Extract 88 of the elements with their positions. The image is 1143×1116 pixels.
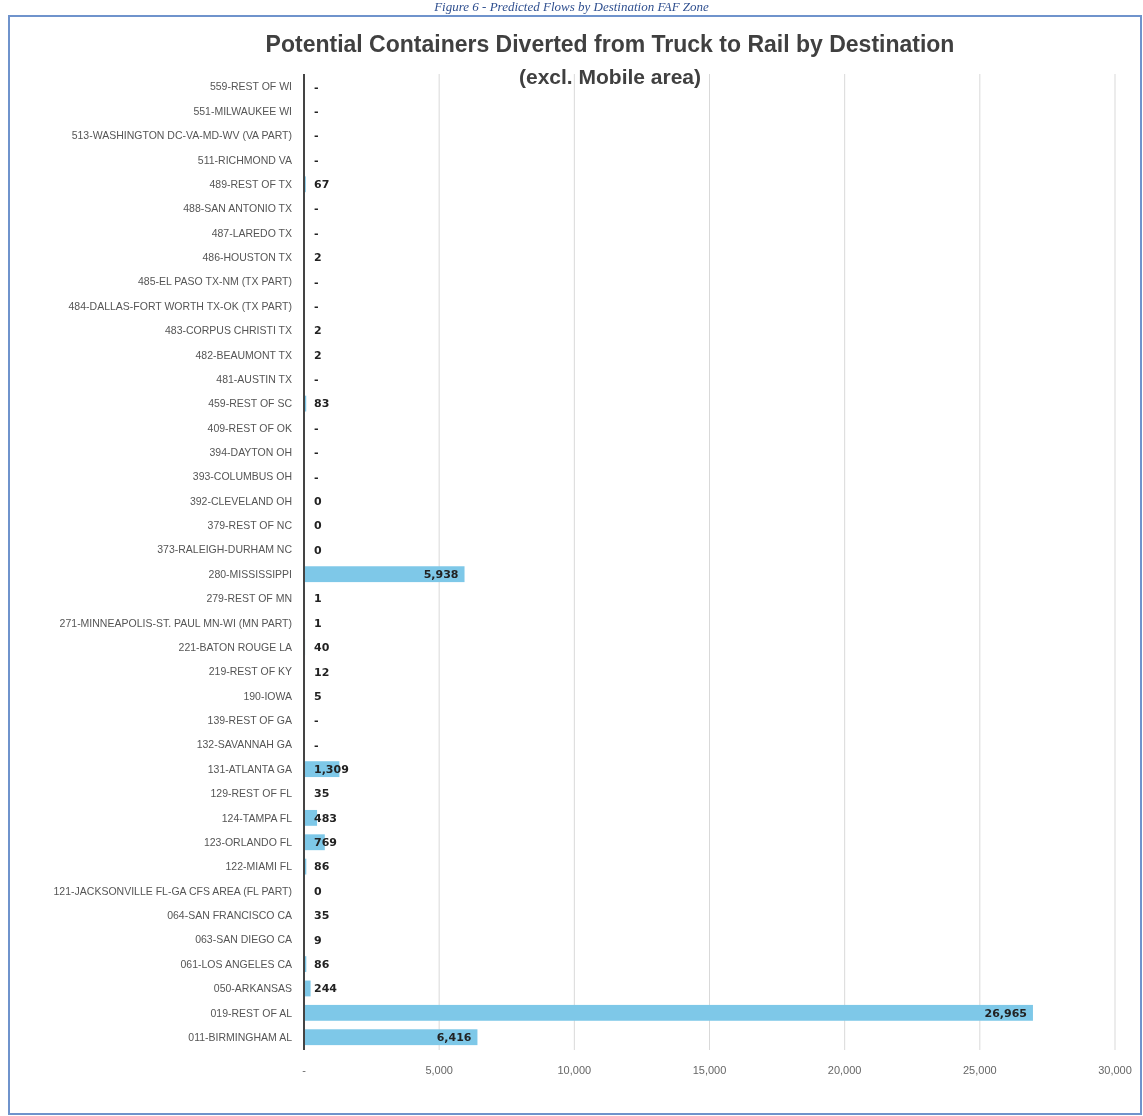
y-tick-label: 482-BEAUMONT TX (195, 348, 292, 361)
y-tick-label: 379-REST OF NC (207, 519, 293, 532)
y-tick-label: 064-SAN FRANCISCO CA (167, 909, 292, 922)
y-tick-label: 050-ARKANSAS (213, 982, 292, 995)
data-label: 83 (314, 397, 330, 411)
y-tick-label: 409-REST OF OK (207, 421, 292, 434)
data-label: 40 (314, 641, 330, 655)
caption: Figure 6 - Predicted Flows by Destination FAF Zone (433, 0, 710, 14)
x-tick-label: 10,000 (557, 1064, 592, 1076)
data-label: - (314, 80, 319, 94)
y-tick-label: 551-MILWAUKEE WI (193, 104, 292, 117)
data-label: - (314, 129, 319, 143)
data-label: 26,965 (984, 1006, 1027, 1020)
data-label: - (314, 299, 319, 313)
x-tick-label: - (302, 1064, 307, 1076)
data-label: 769 (314, 836, 337, 850)
data-label: - (314, 202, 319, 216)
data-label: - (314, 275, 319, 289)
data-label: 0 (314, 494, 322, 508)
x-tick-label: 20,000 (827, 1064, 862, 1076)
y-tick-label: 139-REST OF GA (207, 714, 292, 727)
y-tick-label: 122-MIAMI FL (225, 860, 293, 873)
data-label: 1 (314, 592, 322, 606)
data-label: 6,416 (436, 1031, 472, 1045)
data-label: - (314, 446, 319, 460)
data-label: - (314, 421, 319, 435)
data-label: - (314, 226, 319, 240)
data-label: 67 (314, 178, 330, 192)
data-label: 0 (314, 543, 322, 557)
y-tick-label: 271-MINNEAPOLIS-ST. PAUL MN-WI (MN PART) (59, 616, 292, 629)
data-label: 35 (314, 909, 330, 923)
y-tick-label: 484-DALLAS-FORT WORTH TX-OK (TX PART) (68, 299, 292, 312)
y-tick-label: 063-SAN DIEGO CA (195, 933, 292, 946)
y-tick-label: 011-BIRMINGHAM AL (188, 1030, 293, 1043)
y-tick-label: 373-RALEIGH-DURHAM NC (157, 543, 293, 556)
y-tick-label: 132-SAVANNAH GA (196, 738, 292, 751)
data-label: - (314, 738, 319, 752)
y-tick-label: 219-REST OF KY (208, 665, 292, 678)
y-tick-label: 121-JACKSONVILLE FL-GA CFS AREA (FL PART) (53, 884, 292, 897)
y-tick-label: 486-HOUSTON TX (202, 251, 292, 264)
y-tick-label: 131-ATLANTA GA (207, 762, 292, 775)
y-tick-label: 489-REST OF TX (209, 177, 292, 190)
data-label: - (314, 373, 319, 387)
y-tick-label: 392-CLEVELAND OH (189, 494, 292, 507)
x-tick-label: 25,000 (963, 1064, 997, 1076)
data-label: 2 (314, 251, 322, 265)
data-label: 86 (314, 957, 330, 971)
y-tick-label: 393-COLUMBUS OH (192, 470, 292, 483)
y-tick-label: 483-CORPUS CHRISTI TX (165, 324, 292, 337)
data-label: 244 (314, 982, 338, 996)
chart-title: Potential Containers Diverted from Truck to Rail by Destination (265, 31, 955, 57)
data-label: 35 (314, 787, 330, 801)
data-label: - (314, 470, 319, 484)
data-label: 12 (314, 665, 330, 679)
y-tick-label: 019-REST OF AL (210, 1006, 293, 1019)
y-tick-label: 481-AUSTIN TX (216, 372, 292, 385)
y-tick-label: 485-EL PASO TX-NM (TX PART) (137, 275, 292, 288)
y-tick-label: 459-REST OF SC (208, 397, 293, 410)
data-label: - (314, 105, 319, 119)
y-tick-label: 279-REST OF MN (206, 592, 292, 605)
y-tick-label: 124-TAMPA FL (221, 811, 293, 824)
chart-subtitle: (excl. Mobile area) (518, 65, 702, 88)
x-tick-label: 15,000 (692, 1064, 727, 1076)
y-tick-label: 559-REST OF WI (209, 80, 292, 93)
data-label: - (314, 153, 319, 167)
y-tick-label: 061-LOS ANGELES CA (180, 957, 292, 970)
data-label: 5,938 (423, 568, 459, 582)
data-label: 86 (314, 860, 330, 874)
y-tick-label: 123-ORLANDO FL (203, 835, 293, 848)
data-label: - (314, 714, 319, 728)
y-tick-label: 488-SAN ANTONIO TX (183, 202, 292, 215)
y-tick-label: 394-DAYTON OH (209, 446, 292, 459)
x-tick-label: 30,000 (1098, 1064, 1132, 1076)
y-tick-label: 129-REST OF FL (210, 787, 293, 800)
y-tick-label: 511-RICHMOND VA (197, 153, 292, 166)
x-tick-label: 5,000 (425, 1064, 453, 1076)
data-label: 0 (314, 519, 322, 533)
data-label: 5 (314, 689, 322, 703)
data-label: 1 (314, 616, 322, 630)
y-tick-label: 487-LAREDO TX (211, 226, 292, 239)
y-tick-label: 190-IOWA (243, 689, 292, 702)
data-label: 2 (314, 348, 322, 362)
data-label: 2 (314, 324, 322, 338)
y-tick-label: 513-WASHINGTON DC-VA-MD-WV (VA PART) (71, 129, 292, 142)
data-label: 9 (314, 933, 322, 947)
y-tick-label: 280-MISSISSIPPI (208, 567, 292, 580)
y-tick-label: 221-BATON ROUGE LA (178, 640, 292, 653)
data-label: 0 (314, 884, 322, 898)
